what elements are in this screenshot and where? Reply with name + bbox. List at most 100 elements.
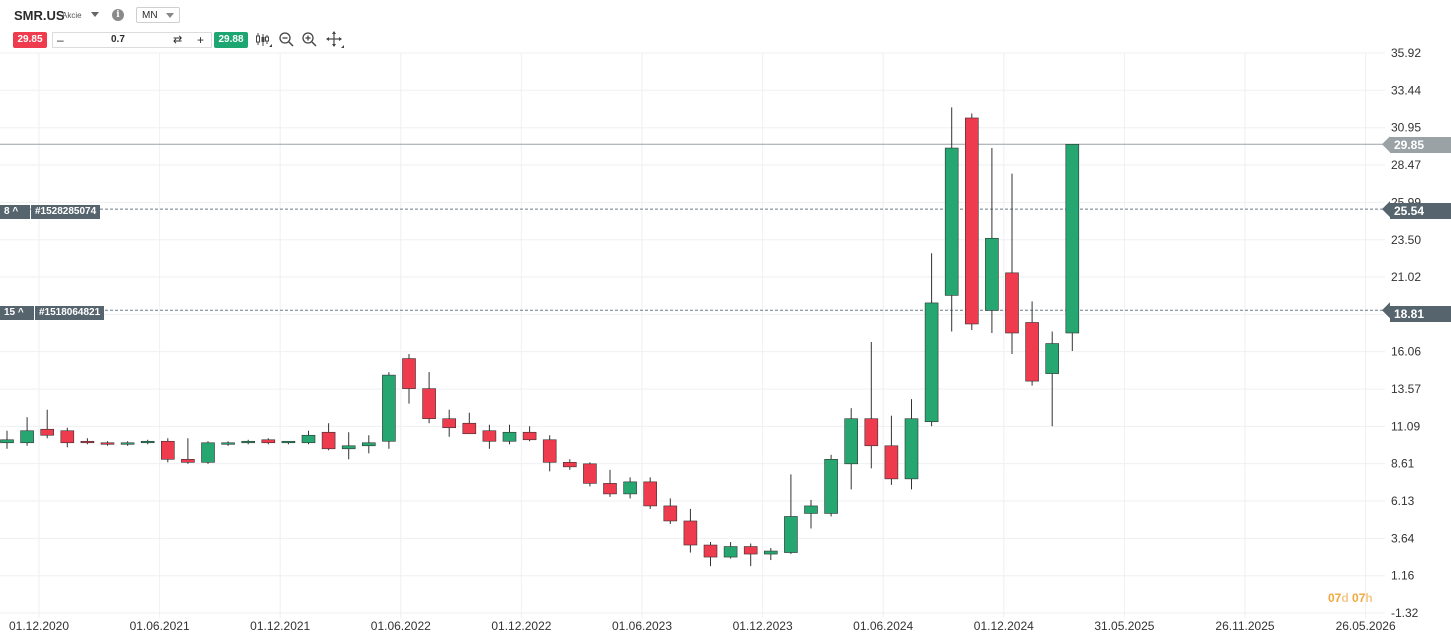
candle-body: [140, 440, 155, 444]
x-tick-label: 31.05.2025: [1094, 619, 1154, 633]
countdown-hours: 07: [1352, 591, 1366, 605]
volume-stepper: – 0.7 ⇄: [52, 32, 212, 48]
volume-increase-button[interactable]: +: [197, 33, 205, 47]
info-icon[interactable]: i: [112, 9, 124, 21]
zoom-in-icon[interactable]: [300, 30, 320, 50]
candle-body: [1025, 322, 1039, 382]
candle-body: [884, 445, 899, 480]
candle-body: [221, 442, 235, 445]
candle-body: [1065, 143, 1080, 334]
countdown-days: 07: [1328, 591, 1342, 605]
candle-body: [40, 428, 55, 436]
candle-body: [683, 520, 698, 546]
buy-button[interactable]: 29.88: [214, 32, 248, 48]
candle-body: [161, 440, 175, 460]
candle-body: [0, 439, 14, 444]
symbol-dropdown-icon[interactable]: [91, 12, 99, 17]
candle-body: [402, 358, 416, 389]
candle-body: [924, 302, 939, 423]
zoom-out-icon[interactable]: [277, 30, 297, 50]
candle-body: [824, 459, 838, 514]
y-tick-label: 8.61: [1391, 457, 1415, 471]
candle-body: [804, 505, 818, 514]
order-count-2: 15 ^: [0, 306, 34, 320]
y-tick-label: 3.64: [1391, 531, 1415, 545]
candle-body: [120, 442, 135, 445]
sell-button[interactable]: 29.85: [13, 32, 47, 48]
y-tick-label: -1.32: [1391, 606, 1419, 620]
candle-body: [361, 442, 376, 447]
candle-body: [763, 550, 778, 555]
candle-body: [985, 237, 999, 311]
order-price-label-2: 18.81: [1390, 306, 1451, 322]
x-tick-label: 26.05.2026: [1336, 619, 1396, 633]
candle-body: [261, 439, 276, 444]
x-tick-label: 01.06.2021: [130, 619, 190, 633]
x-tick-label: 01.12.2020: [9, 619, 69, 633]
timeframe-select[interactable]: MN: [136, 7, 180, 23]
y-tick-label: 11.09: [1391, 419, 1420, 433]
candle-body: [603, 483, 617, 495]
y-tick-label: 13.57: [1391, 382, 1421, 396]
candle-body: [522, 431, 537, 441]
candle-body: [60, 430, 75, 444]
price-tag-arrow: [1382, 201, 1390, 218]
candle-body: [462, 422, 477, 435]
y-tick-label: 6.13: [1391, 494, 1415, 508]
order-id-1: #1528285074: [31, 205, 101, 219]
candle-body: [442, 418, 457, 429]
order-price-label-1: 25.54: [1390, 203, 1451, 219]
y-tick-label: 35.92: [1391, 46, 1421, 60]
toolbar: SMR.US Akcie i MN 29.85 – 0.7 ⇄ + 29.88: [0, 0, 1451, 55]
y-tick-label: 28.47: [1391, 158, 1421, 172]
countdown-days-unit: d: [1341, 591, 1349, 605]
candlestick-type-icon[interactable]: [254, 30, 274, 50]
y-tick-label: 23.50: [1391, 233, 1421, 247]
y-tick-label: 1.16: [1391, 569, 1415, 583]
candle-body: [341, 445, 356, 450]
order-id-2: #1518064821: [35, 306, 105, 320]
candle-body: [904, 418, 919, 480]
candle-body: [944, 147, 959, 296]
y-tick-label: 30.95: [1391, 121, 1421, 135]
candle-body: [201, 442, 215, 463]
candle-countdown: 07d 07h: [1328, 591, 1373, 605]
x-tick-label: 01.06.2022: [371, 619, 431, 633]
candle-body: [382, 374, 396, 442]
current-price-label: 29.85: [1390, 137, 1451, 153]
x-tick-label: 01.12.2023: [733, 619, 793, 633]
candle-body: [844, 418, 859, 465]
candle-body: [864, 418, 879, 447]
crosshair-icon[interactable]: [325, 30, 345, 50]
swap-icon[interactable]: ⇄: [173, 34, 183, 46]
x-tick-label: 01.12.2022: [491, 619, 551, 633]
candle-body: [301, 434, 316, 444]
candle-body: [1045, 343, 1059, 374]
candle-body: [80, 440, 95, 444]
candle-body: [321, 431, 336, 450]
x-tick-label: 01.12.2021: [250, 619, 310, 633]
x-tick-label: 01.06.2023: [612, 619, 672, 633]
candle-body: [723, 546, 738, 558]
candle-body: [583, 463, 597, 484]
x-tick-label: 01.06.2024: [853, 619, 913, 633]
y-tick-label: 33.44: [1391, 83, 1421, 97]
candle-body: [784, 516, 798, 553]
candle-body: [482, 430, 497, 442]
volume-input[interactable]: 0.7: [111, 34, 125, 45]
candle-body: [100, 442, 115, 445]
candle-body: [542, 439, 557, 463]
candle-body: [562, 462, 577, 468]
chevron-down-icon: [166, 13, 174, 18]
countdown-hours-unit: h: [1365, 591, 1373, 605]
candle-body: [623, 481, 637, 495]
y-tick-label: 16.06: [1391, 345, 1421, 359]
y-tick-label: 21.02: [1391, 270, 1421, 284]
volume-decrease-button[interactable]: –: [57, 33, 64, 47]
order-count-1: 8 ^: [0, 205, 30, 219]
candle-body: [743, 546, 758, 555]
price-tag-arrow: [1382, 136, 1390, 153]
x-tick-label: 01.12.2024: [974, 619, 1034, 633]
symbol-name[interactable]: SMR.US: [14, 8, 65, 23]
